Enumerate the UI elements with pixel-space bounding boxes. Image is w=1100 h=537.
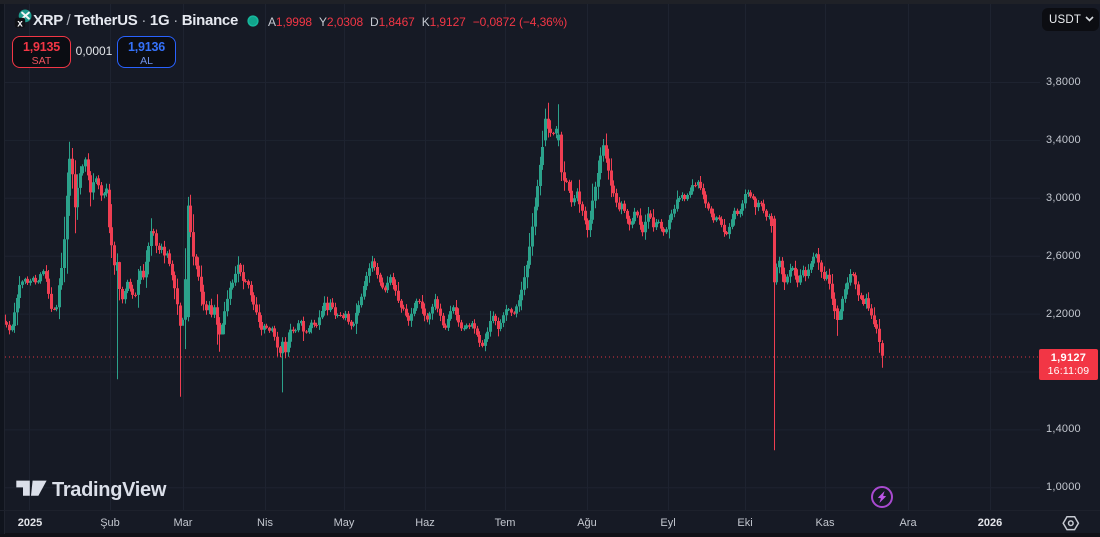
svg-text:x: x: [17, 19, 23, 30]
